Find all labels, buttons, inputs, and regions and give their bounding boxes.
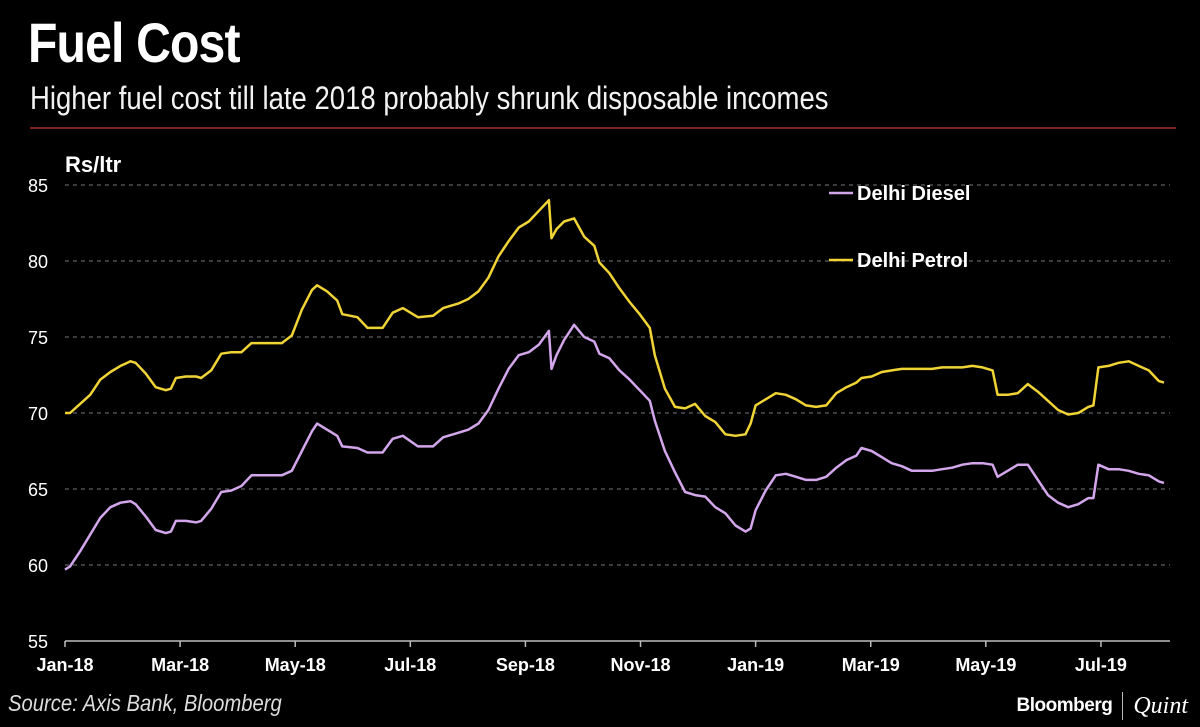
legend-label-delhi-diesel: Delhi Diesel — [857, 183, 970, 205]
y-tick-label: 80 — [28, 252, 48, 272]
y-tick-label: 70 — [28, 404, 48, 424]
y-tick-label: 55 — [28, 632, 48, 652]
x-tick-label: Jul-18 — [384, 655, 436, 675]
page-subtitle: Higher fuel cost till late 2018 probably… — [30, 80, 829, 116]
y-tick-label: 60 — [28, 556, 48, 576]
series-layer — [64, 198, 1165, 571]
x-tick-label: May-19 — [955, 655, 1016, 675]
y-tick-label: 75 — [28, 328, 48, 348]
series-line-delhi-diesel — [64, 323, 1165, 571]
source-note: Source: Axis Bank, Bloomberg — [8, 690, 282, 716]
page-title: Fuel Cost — [28, 11, 241, 74]
axis-layer: 55 60 65 70 75 80 85 Jan-18 Mar-18 May-18 Jul-18 Se… — [28, 176, 1127, 675]
brand-separator — [1122, 692, 1124, 720]
x-tick-label: Jan-18 — [36, 655, 93, 675]
y-tick-label: 85 — [28, 176, 48, 196]
x-tick-label: May-18 — [265, 655, 326, 675]
x-tick-label: Mar-19 — [842, 655, 900, 675]
brand-secondary: Quint — [1133, 692, 1188, 719]
brand-primary: Bloomberg — [1016, 695, 1113, 716]
x-tick-label: Jan-19 — [727, 655, 784, 675]
y-tick-label: 65 — [28, 480, 48, 500]
legend: Delhi Diesel Delhi Petrol — [829, 183, 970, 272]
series-line-delhi-petrol — [65, 198, 1165, 438]
y-axis-label: Rs/ltr — [65, 152, 122, 177]
x-tick-label: Mar-18 — [151, 655, 209, 675]
x-tick-label: Sep-18 — [496, 655, 555, 675]
x-tick-label: Nov-18 — [611, 655, 671, 675]
legend-label-delhi-petrol: Delhi Petrol — [857, 250, 968, 272]
x-tick-label: Jul-19 — [1075, 655, 1127, 675]
grid-layer — [65, 184, 1170, 642]
fuel-cost-line-chart: 55 60 65 70 75 80 85 Jan-18 Mar-18 May-18 Jul-18 Se… — [28, 152, 1170, 675]
brand-logo: Bloomberg Quint — [1017, 692, 1188, 720]
header-divider — [30, 127, 1176, 129]
